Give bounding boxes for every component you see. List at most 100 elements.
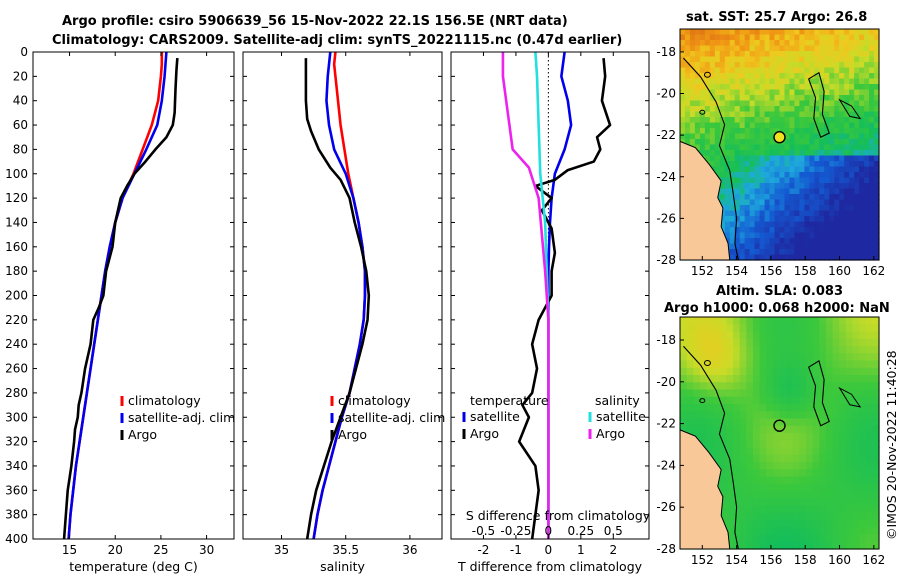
sst_map-cell bbox=[749, 249, 756, 256]
sla_map-cell bbox=[825, 317, 834, 325]
sla_map-cell bbox=[806, 534, 814, 543]
sst_map-cell bbox=[824, 100, 830, 107]
sla_map-cell bbox=[859, 469, 867, 478]
sst_map-cell bbox=[769, 78, 776, 85]
sst_map-cell bbox=[824, 128, 830, 135]
sst_map-cell bbox=[869, 232, 875, 239]
sla_map-cell bbox=[726, 469, 734, 478]
sst_map-cell bbox=[680, 40, 686, 47]
sla_map-cell bbox=[786, 396, 794, 405]
sla_map-cell bbox=[852, 469, 860, 478]
sst_map-cell bbox=[759, 161, 766, 168]
sla_map-cell bbox=[819, 418, 827, 427]
sst_map-cell bbox=[724, 232, 731, 239]
sst_map-cell bbox=[724, 95, 731, 102]
sst_map-cell bbox=[804, 84, 810, 91]
sst_map-cell bbox=[734, 249, 741, 256]
sst_map-cell bbox=[809, 144, 815, 151]
sla_map-cell bbox=[812, 476, 820, 485]
sla_map-cell bbox=[845, 375, 854, 383]
sla_map-cell bbox=[752, 425, 761, 434]
sla_map-cell bbox=[839, 425, 847, 434]
sst_map-cell bbox=[859, 144, 865, 151]
sla_map-cell bbox=[845, 404, 854, 412]
sst_map-cell bbox=[734, 199, 741, 206]
sst_map-cell bbox=[734, 232, 741, 239]
sst_map-cell bbox=[839, 89, 845, 96]
sst_map-cell bbox=[814, 40, 820, 47]
sla_map-cell bbox=[746, 520, 754, 528]
sla_map-cell bbox=[819, 534, 827, 543]
sst_map-cell bbox=[704, 128, 711, 135]
sst_map-cell bbox=[744, 100, 751, 107]
sst_map-cell bbox=[829, 177, 835, 184]
sst_map-cell bbox=[709, 106, 716, 113]
sla_map-cell bbox=[799, 367, 807, 376]
sla_map-cell bbox=[779, 440, 787, 449]
sst_map-cell bbox=[814, 117, 820, 124]
sst_map-cell bbox=[844, 122, 850, 129]
sla_map-cell bbox=[766, 520, 774, 528]
sst_map-cell bbox=[804, 111, 810, 118]
sst_map-cell bbox=[729, 144, 736, 151]
sst_map-cell bbox=[694, 78, 701, 85]
sla_map-cell bbox=[772, 483, 781, 492]
sla_map-cell bbox=[686, 317, 694, 325]
temperature-ytick-label: 40 bbox=[13, 94, 28, 108]
sla_map-cell bbox=[825, 505, 834, 514]
sst_map-cell bbox=[744, 62, 751, 69]
sst_map-cell bbox=[754, 194, 761, 201]
sst_map-cell bbox=[774, 172, 781, 179]
sst_map-cell bbox=[759, 249, 766, 256]
sla_map-cell bbox=[713, 411, 721, 420]
sst_map-cell bbox=[724, 89, 731, 96]
sst_map-cell bbox=[724, 73, 731, 80]
sst_map-cell bbox=[724, 194, 731, 201]
sla_map-cell bbox=[865, 454, 873, 463]
sst_map-cell bbox=[834, 62, 840, 69]
sst_map-cell bbox=[799, 166, 805, 173]
sst_map-cell bbox=[874, 177, 880, 184]
salinity-series-group bbox=[304, 52, 371, 539]
sst_map-cell bbox=[704, 122, 711, 129]
sst_map-cell bbox=[749, 150, 756, 157]
sst_map-cell bbox=[799, 216, 805, 223]
sla_map-cell bbox=[819, 454, 827, 463]
sst_map-cell bbox=[819, 166, 825, 173]
sst_map-cell bbox=[719, 177, 726, 184]
sla_map-cell bbox=[686, 324, 694, 333]
sst_map-cell bbox=[829, 128, 835, 135]
sst_map-cell bbox=[729, 243, 736, 250]
sst_map-cell bbox=[849, 177, 855, 184]
sla_map-cell bbox=[792, 512, 800, 521]
sla_map-cell bbox=[759, 527, 767, 536]
sla_map-cell bbox=[865, 360, 873, 369]
sst_map-cell bbox=[794, 56, 800, 63]
sst_map-cell bbox=[734, 95, 741, 102]
sst_map-cell bbox=[834, 161, 840, 168]
sla_map-cell bbox=[812, 367, 820, 376]
sst_map-cell bbox=[744, 194, 751, 201]
sst_map-xtick-label: 154 bbox=[725, 264, 748, 278]
sla_map-cell bbox=[779, 483, 787, 492]
sst_map-cell bbox=[694, 67, 701, 74]
sst_map-cell bbox=[849, 227, 855, 234]
sst_map-cell bbox=[824, 144, 830, 151]
sst_map-cell bbox=[864, 84, 870, 91]
sla_map-cell bbox=[819, 476, 827, 485]
sla_map-cell bbox=[766, 527, 774, 536]
sst_map-cell bbox=[704, 155, 711, 162]
sst_map-cell bbox=[774, 67, 781, 74]
sla_map-cell bbox=[799, 425, 807, 434]
sla_map-cell bbox=[726, 389, 734, 398]
sst_map-cell bbox=[689, 117, 696, 124]
sst_map-cell bbox=[684, 67, 691, 74]
sst_map-cell bbox=[859, 78, 865, 85]
sst_map-cell bbox=[784, 89, 791, 96]
sst_map-cell bbox=[854, 172, 860, 179]
sst_map-cell bbox=[799, 29, 805, 36]
sst_map-cell bbox=[824, 221, 830, 228]
sla_map-cell bbox=[733, 367, 741, 376]
sst_map-cell bbox=[849, 128, 855, 135]
sst_map-cell bbox=[754, 62, 761, 69]
